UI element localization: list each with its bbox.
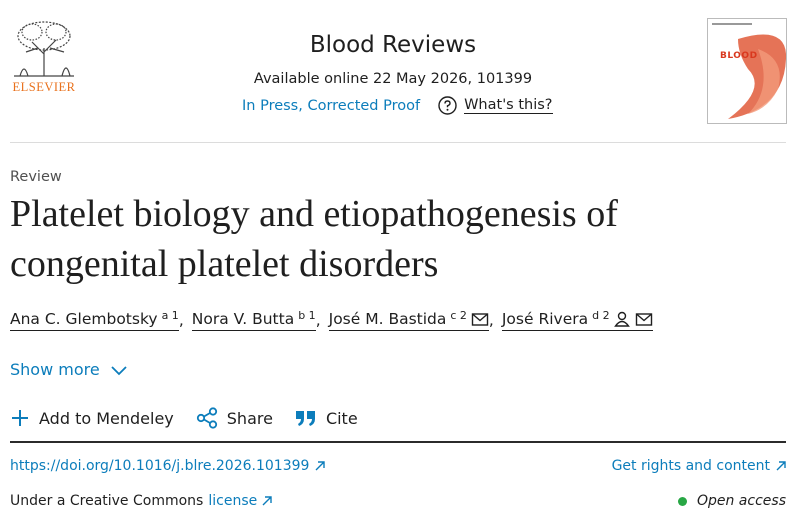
show-more-text: Show more <box>10 360 100 379</box>
chevron <box>111 365 127 375</box>
separator: , <box>315 311 321 329</box>
author[interactable]: Ana C. Glembotsky a 1 <box>10 308 179 331</box>
author-affiliation: a 1 <box>161 308 179 322</box>
author-name: José M. Bastida <box>328 310 447 328</box>
email-icon <box>635 313 652 326</box>
external-icon <box>315 461 326 471</box>
separator: , <box>178 311 184 329</box>
publisher-name: ELSEVIER <box>12 80 76 94</box>
author[interactable]: José M. Bastida c 2 <box>328 308 489 331</box>
journal-cover[interactable]: BLOOD <box>707 18 787 124</box>
license-line: Under a Creative Commons license <box>10 493 272 509</box>
doi-text: https://doi.org/10.1016/j.blre.2026.1013… <box>10 458 310 474</box>
status[interactable]: In Press, Corrected Proof <box>242 97 421 114</box>
author-affiliation: b 1 <box>298 308 316 322</box>
action-label: Cite <box>325 408 358 428</box>
author-name: Ana C. Glembotsky <box>10 310 158 328</box>
action-label: Add to Mendeley <box>39 408 174 428</box>
open-access: Open access <box>677 493 786 509</box>
plus-icon <box>12 410 28 426</box>
cite-button[interactable]: Cite <box>295 409 358 428</box>
external-icon <box>776 461 786 471</box>
separator: , <box>488 311 494 329</box>
rights-text: Get rights and content <box>611 458 770 474</box>
journal-title[interactable]: Blood Reviews <box>309 32 477 58</box>
license-prefix: Under a Creative Commons <box>10 493 204 509</box>
publisher-logo[interactable] <box>10 18 78 78</box>
email-icon <box>471 313 489 326</box>
whats-this[interactable]: What's this? <box>438 96 553 115</box>
whats-this-text: What's this? <box>464 97 553 114</box>
author-affiliation: c 2 <box>450 308 467 322</box>
quote-icon <box>295 411 315 426</box>
license-link[interactable]: license <box>208 493 258 509</box>
rights-link[interactable]: Get rights and content <box>612 458 786 474</box>
author-affiliation: d 2 <box>592 308 610 322</box>
cover-text: BLOOD <box>720 51 758 61</box>
author-list: Ana C. Glembotsky a 1, Nora V. Butta b 1, Jo… <box>10 308 653 331</box>
status-dot <box>677 496 687 506</box>
help-icon <box>438 96 457 115</box>
author[interactable]: Nora V. Butta b 1 <box>191 308 316 331</box>
divider <box>10 441 786 443</box>
availability: Available online 22 May 2026, 101399 <box>253 71 533 87</box>
author[interactable]: José Rivera d 2 <box>501 308 653 331</box>
doi-link[interactable]: https://doi.org/10.1016/j.blre.2026.1013… <box>10 458 326 474</box>
status-row: In Press, Corrected Proof What's this? <box>242 96 553 115</box>
show-more[interactable]: Show more <box>10 360 128 379</box>
share-button[interactable]: Share <box>196 407 273 429</box>
author-name: José Rivera <box>501 310 589 328</box>
person-icon <box>613 311 630 327</box>
author-name: Nora V. Butta <box>191 310 295 328</box>
article-title: Platelet biology and etiopathogenesis of… <box>10 193 618 285</box>
share-icon <box>196 407 217 429</box>
cover-art <box>712 23 786 119</box>
article-type: Review <box>10 169 62 185</box>
external-icon <box>262 496 272 506</box>
divider <box>10 142 786 143</box>
action-label: Share <box>226 408 273 428</box>
mendeley-button[interactable]: Add to Mendeley <box>10 408 174 428</box>
action-bar: Add to Mendeley Share Cite <box>10 407 380 429</box>
open-access-text: Open access <box>696 493 786 509</box>
